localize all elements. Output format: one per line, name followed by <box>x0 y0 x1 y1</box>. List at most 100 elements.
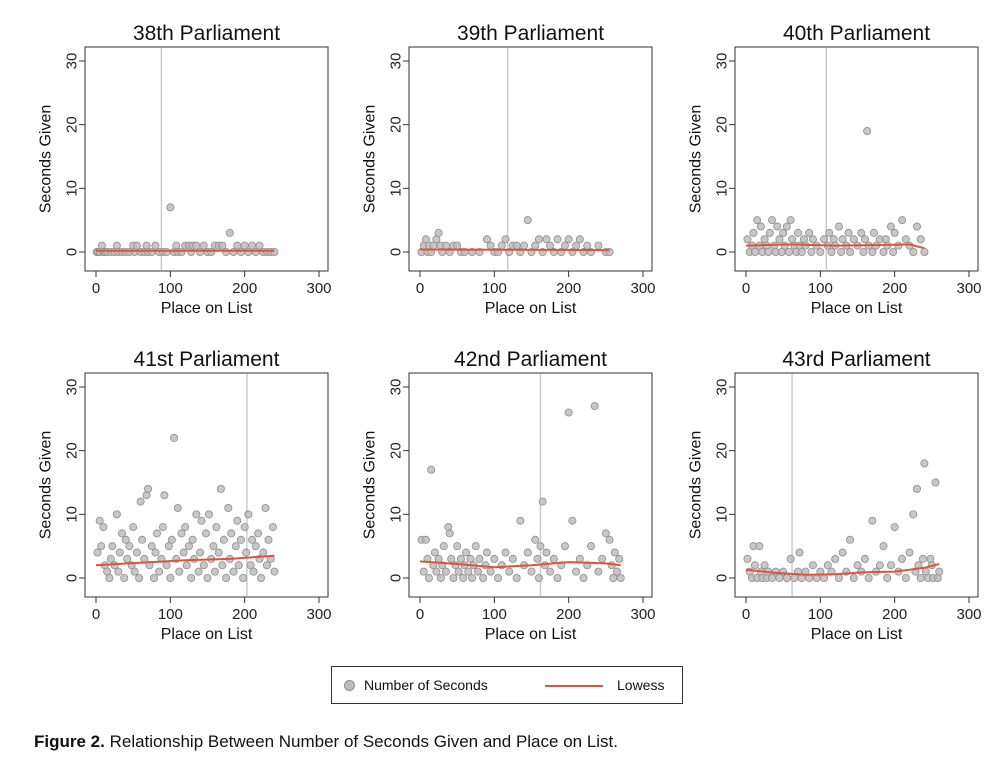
data-point <box>538 497 547 506</box>
data-point <box>216 484 225 493</box>
data-point <box>108 542 117 551</box>
data-point <box>152 529 161 538</box>
data-point <box>494 574 503 583</box>
data-point <box>912 484 921 493</box>
data-point <box>615 554 624 563</box>
legend-scatter-label: Number of Seconds <box>364 677 488 693</box>
data-point <box>471 542 480 551</box>
data-point <box>121 535 130 544</box>
y-tick-label: 30 <box>388 53 405 70</box>
data-point <box>534 574 543 583</box>
data-point <box>234 561 243 570</box>
data-point <box>246 561 255 570</box>
data-point <box>775 574 784 583</box>
data-point <box>553 235 562 244</box>
data-point <box>853 561 862 570</box>
plot-frame <box>84 46 329 272</box>
data-point <box>553 574 562 583</box>
data-point <box>240 523 249 532</box>
data-point <box>823 561 832 570</box>
lowess-line <box>95 554 275 567</box>
data-point <box>468 574 477 583</box>
figure-caption: Figure 2. Relationship Between Number of… <box>34 732 618 752</box>
data-point <box>785 247 794 256</box>
data-point <box>935 567 944 576</box>
data-point <box>473 567 482 576</box>
data-point <box>808 235 817 244</box>
data-point <box>486 567 495 576</box>
y-tick-label: 0 <box>64 574 81 582</box>
y-tick-label: 0 <box>388 248 405 256</box>
data-point <box>890 523 899 532</box>
data-point <box>214 548 223 557</box>
data-point <box>162 561 171 570</box>
data-point <box>192 510 201 519</box>
data-point <box>194 567 203 576</box>
data-point <box>575 235 584 244</box>
data-point <box>610 548 619 557</box>
data-point <box>261 503 270 512</box>
data-point <box>254 529 263 538</box>
data-point <box>931 478 940 487</box>
x-tick-label: 200 <box>232 606 257 623</box>
y-tick-label: 30 <box>388 379 405 396</box>
data-point <box>916 574 925 583</box>
data-point <box>805 228 814 237</box>
data-point <box>421 535 430 544</box>
y-tick-label: 10 <box>714 180 731 197</box>
data-point <box>901 235 910 244</box>
data-point <box>834 222 843 231</box>
legend: Number of Seconds Lowess <box>331 666 683 704</box>
x-tick-label: 100 <box>808 606 833 623</box>
data-point <box>505 567 514 576</box>
x-tick-label: 300 <box>306 280 331 297</box>
data-point <box>868 247 877 256</box>
data-point <box>868 516 877 525</box>
data-point <box>590 402 599 411</box>
data-point <box>177 529 186 538</box>
data-point <box>531 535 540 544</box>
data-point <box>479 574 488 583</box>
y-axis-label: Seconds Given <box>362 105 379 214</box>
plot-frame <box>734 46 979 272</box>
caption-label: Figure 2. <box>34 732 105 751</box>
data-point <box>816 247 825 256</box>
data-point <box>225 228 234 237</box>
data-point <box>233 241 242 250</box>
data-point <box>883 574 892 583</box>
data-point <box>898 216 907 225</box>
data-point <box>875 561 884 570</box>
data-point <box>248 535 257 544</box>
data-point <box>546 241 555 250</box>
data-point <box>236 247 245 256</box>
data-point <box>898 554 907 563</box>
data-point <box>512 574 521 583</box>
caption-text: Relationship Between Number of Seconds G… <box>109 732 618 751</box>
data-point <box>594 241 603 250</box>
x-axis-label: Place on List <box>161 300 253 317</box>
y-tick-label: 20 <box>64 442 81 459</box>
data-point <box>564 235 573 244</box>
data-point <box>838 235 847 244</box>
data-point <box>231 542 240 551</box>
data-point <box>135 574 144 583</box>
y-axis-label: Seconds Given <box>688 105 705 214</box>
data-point <box>886 222 895 231</box>
data-point <box>136 497 145 506</box>
data-point <box>262 561 271 570</box>
data-point <box>795 548 804 557</box>
data-point <box>760 561 769 570</box>
lowess-line <box>419 560 621 569</box>
data-point <box>160 491 169 500</box>
data-point <box>167 535 176 544</box>
data-point <box>849 235 858 244</box>
x-tick-label: 0 <box>92 606 100 623</box>
data-point <box>846 247 855 256</box>
data-point <box>151 241 160 250</box>
data-point <box>212 523 221 532</box>
data-point <box>753 216 762 225</box>
data-point <box>118 529 127 538</box>
data-point <box>765 228 774 237</box>
data-point <box>106 554 115 563</box>
